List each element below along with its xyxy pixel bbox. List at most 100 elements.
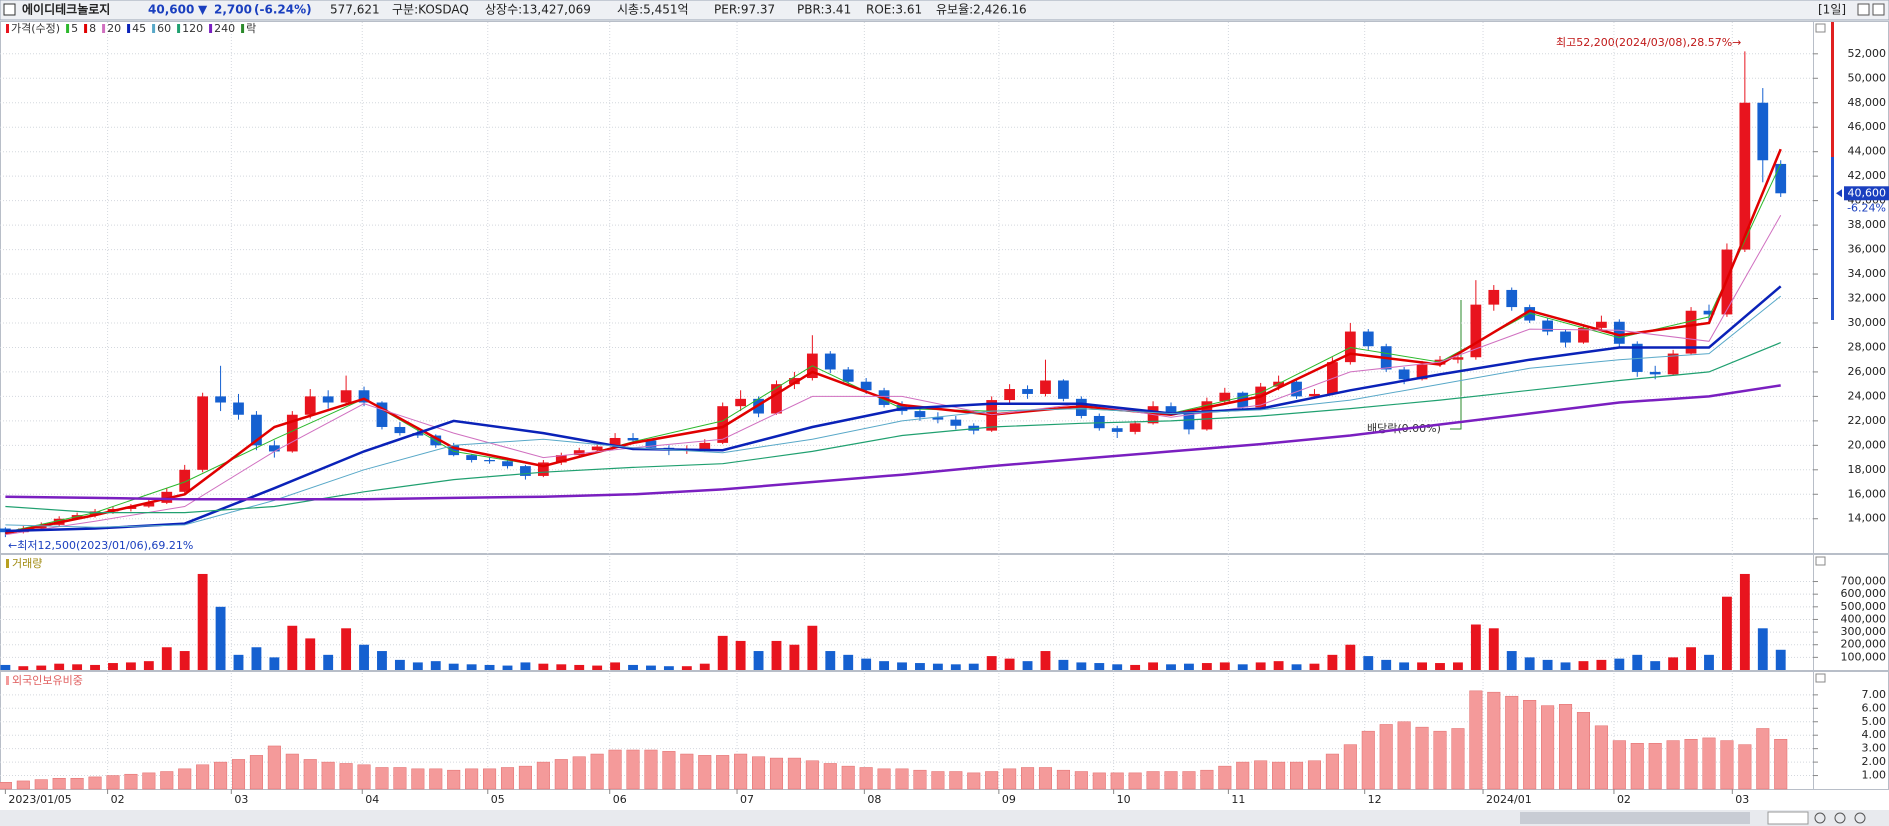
bar (1668, 657, 1679, 670)
zoom-slider[interactable] (1767, 811, 1809, 825)
x-tick-label: 02 (111, 793, 125, 806)
x-tick-label: 04 (365, 793, 379, 806)
y-tick-label: 200,000 (1841, 638, 1887, 651)
bar (160, 771, 174, 790)
bar (161, 647, 172, 670)
bar (1307, 760, 1321, 790)
reserve: 유보율:2,426.16 (936, 3, 1027, 17)
candle-body (1488, 289, 1500, 305)
ma-line (5, 295, 1782, 528)
bar (1092, 772, 1106, 790)
y-tick-label: 3.00 (1862, 742, 1887, 755)
candle-body (1613, 321, 1625, 344)
zoom-in[interactable] (1834, 812, 1846, 824)
panel-title: 거래량 (12, 557, 42, 570)
y-tick-label: 16,000 (1848, 487, 1887, 500)
candle-body (215, 396, 226, 403)
y-tick-label: 18,000 (1848, 463, 1887, 476)
y-tick-label: 400,000 (1841, 612, 1887, 625)
bar (1560, 662, 1571, 670)
per: PER:97.37 (714, 3, 775, 17)
candle-body (627, 437, 639, 441)
bar (932, 663, 943, 670)
candle-body (1685, 310, 1697, 354)
y-tick-label: 30,000 (1848, 316, 1887, 329)
bar (142, 772, 156, 790)
candle-body (1757, 102, 1769, 161)
legend-label: 가격(수정) (11, 22, 60, 35)
bar (269, 657, 280, 670)
bar (1630, 743, 1644, 790)
bar (305, 638, 316, 670)
bar (1417, 662, 1427, 670)
panel-button[interactable] (1815, 673, 1826, 683)
legend-swatch (102, 24, 106, 33)
bar (1112, 664, 1123, 670)
bar (341, 628, 352, 670)
bar (52, 777, 66, 790)
current-pointer (1836, 189, 1842, 198)
candle-body (860, 381, 872, 391)
bar (1166, 664, 1176, 670)
bar (285, 753, 299, 790)
restore-button[interactable] (1857, 3, 1870, 16)
bar (1435, 663, 1445, 670)
bar (1399, 662, 1410, 670)
zoom-reset[interactable] (1854, 812, 1866, 824)
x-tick-label: 09 (1002, 793, 1016, 806)
panel-button[interactable] (1815, 556, 1826, 566)
legend-label: 45 (132, 22, 146, 35)
bar (610, 662, 621, 670)
bar (377, 651, 387, 670)
bar (303, 759, 317, 790)
candle-body (1093, 415, 1105, 429)
legend-swatch (177, 24, 181, 33)
candle-body (932, 417, 944, 420)
scroll-thumb[interactable] (1520, 812, 1750, 824)
bar (196, 764, 210, 790)
candle-body (1111, 428, 1123, 432)
legend-label: 120 (182, 22, 203, 35)
bar (789, 644, 800, 670)
period[interactable]: [1일] (1818, 3, 1846, 17)
checkbox[interactable] (3, 3, 16, 16)
legend-label: 240 (214, 22, 235, 35)
candle-body (304, 396, 316, 415)
candle-body (1470, 304, 1482, 358)
candle-body (197, 396, 209, 470)
bar (0, 664, 11, 670)
candle-body (1506, 289, 1518, 308)
bar (1022, 661, 1033, 670)
bar (1487, 691, 1501, 790)
panel-button[interactable] (1815, 23, 1826, 33)
bar (877, 768, 891, 790)
candle-body (735, 398, 747, 407)
bar (357, 764, 371, 790)
bar (125, 662, 136, 670)
bar (967, 772, 981, 790)
bar (985, 771, 999, 790)
ma-line (5, 148, 1782, 535)
bar (608, 749, 622, 790)
bar (574, 664, 585, 670)
y-tick-label: 14,000 (1848, 512, 1887, 525)
bar (1040, 651, 1051, 670)
candle-body (322, 396, 334, 403)
candle-body (609, 437, 621, 447)
bar (90, 664, 100, 670)
side-strip (1831, 22, 1834, 157)
candle-body (555, 455, 567, 463)
bar (859, 767, 873, 790)
zoom-out[interactable] (1814, 812, 1826, 824)
legend-label: 20 (107, 22, 121, 35)
legend-swatch (6, 676, 9, 685)
bar (1596, 659, 1607, 670)
candle-body (1004, 389, 1015, 401)
bar (895, 768, 909, 790)
change-pct: (-6.24%) (254, 3, 312, 17)
bar (1363, 656, 1374, 670)
bar (572, 756, 586, 790)
close-button[interactable] (1872, 3, 1885, 16)
bar (590, 753, 604, 790)
candle-body (1775, 163, 1787, 194)
